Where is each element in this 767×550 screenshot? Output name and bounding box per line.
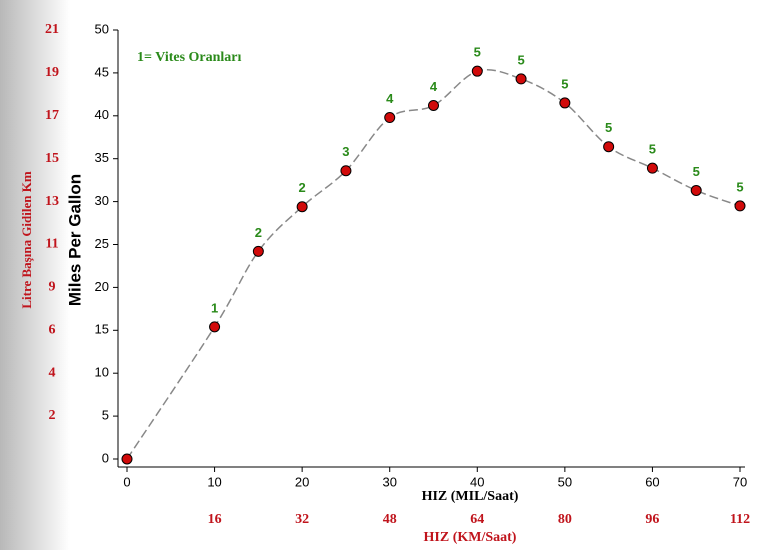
x2-tick-label: 112 (730, 512, 750, 527)
x-tick-label: 10 (207, 474, 221, 489)
gear-label: 5 (693, 164, 700, 179)
point (690, 184, 702, 196)
gear-label: 5 (474, 45, 481, 60)
x2-tick-label: 64 (470, 512, 484, 527)
x-tick-label: 0 (123, 474, 130, 489)
y-tick-label: 30 (95, 193, 109, 208)
gear-label: 5 (517, 52, 524, 67)
y-tick-label: 50 (95, 21, 109, 36)
y2-tick-label: 21 (45, 22, 59, 37)
curve (126, 69, 741, 460)
y-tick-label: 45 (95, 64, 109, 79)
y-tick-label: 25 (95, 236, 109, 251)
gear-label: 1 (211, 300, 218, 315)
background-strip (0, 0, 70, 550)
y-tick-label: 40 (95, 107, 109, 122)
point (209, 321, 221, 333)
gear-label: 2 (299, 180, 306, 195)
gear-label: 4 (386, 91, 394, 106)
y2-tick-label: 17 (45, 108, 59, 123)
x2-axis-label: HIZ (KM/Saat) (424, 530, 517, 545)
x-tick-label: 20 (295, 474, 309, 489)
x2-tick-label: 48 (383, 512, 397, 527)
gear-label: 5 (649, 142, 656, 157)
point (603, 141, 615, 153)
gear-label: 5 (736, 179, 743, 194)
y2-tick-label: 4 (49, 365, 56, 380)
y2-axis-label: Litre Başına Gidilen Km (19, 171, 34, 309)
y2-tick-label: 2 (49, 408, 56, 423)
point (515, 73, 527, 85)
y-tick-label: 15 (95, 322, 109, 337)
y2-tick-label: 6 (49, 322, 56, 337)
x2-tick-label: 32 (295, 512, 309, 527)
y2-tick-label: 9 (49, 280, 56, 295)
y2-tick-label: 15 (45, 151, 59, 166)
y2-tick-label: 11 (45, 237, 58, 252)
y-tick-label: 35 (95, 150, 109, 165)
gear-label: 4 (430, 79, 438, 94)
x-tick-label: 60 (645, 474, 659, 489)
y-tick-label: 0 (102, 450, 109, 465)
gear-label: 5 (561, 76, 568, 91)
point (340, 165, 352, 177)
x-tick-label: 40 (470, 474, 484, 489)
x2-tick-label: 96 (645, 512, 659, 527)
y-tick-label: 5 (102, 408, 109, 423)
point (252, 245, 264, 257)
gear-label: 5 (605, 120, 612, 135)
x2-tick-label: 16 (208, 512, 222, 527)
x-tick-label: 50 (558, 474, 572, 489)
x2-tick-label: 80 (558, 512, 572, 527)
point (384, 112, 396, 124)
annotation: 1= Vites Oranları (137, 50, 242, 65)
point (296, 201, 308, 213)
point (734, 200, 746, 212)
point (428, 100, 439, 112)
gear-label: 3 (342, 144, 349, 159)
y-tick-label: 20 (95, 279, 109, 294)
y-axis-label: Miles Per Gallon (65, 174, 84, 306)
point (559, 97, 571, 109)
gear-label: 2 (255, 225, 262, 240)
x-tick-label: 70 (733, 474, 747, 489)
y2-tick-label: 13 (45, 194, 59, 209)
y2-tick-label: 19 (45, 65, 59, 80)
x-axis-label: HIZ (MIL/Saat) (422, 489, 519, 504)
y-tick-label: 10 (95, 365, 109, 380)
point (471, 65, 483, 77)
x-tick-label: 30 (382, 474, 396, 489)
point (121, 453, 133, 465)
point (646, 162, 658, 174)
